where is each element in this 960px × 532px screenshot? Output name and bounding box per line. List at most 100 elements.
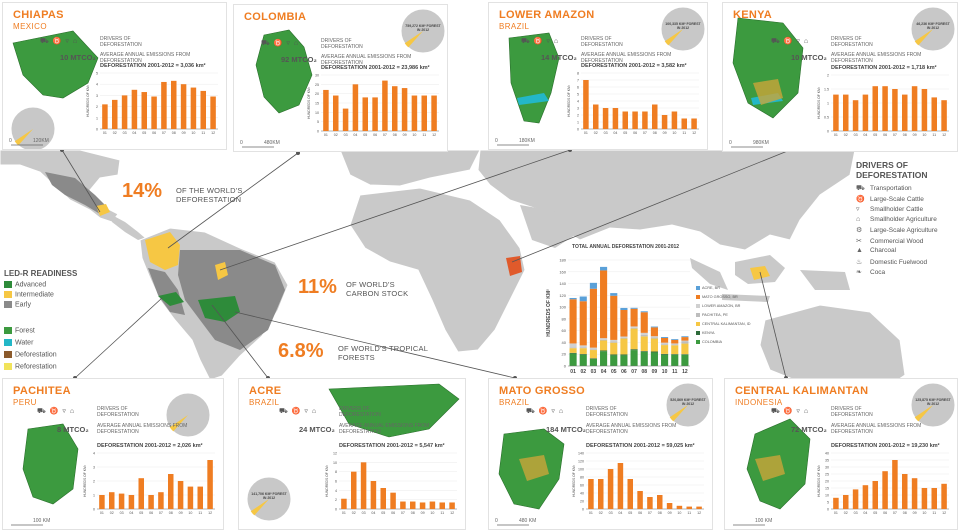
y-tick-label: 4 (577, 100, 579, 104)
bar-04 (370, 481, 377, 509)
stat-carbon-text: OF WORLD'S CARBON STOCK (346, 280, 409, 298)
y-tick-label: 10 (333, 461, 337, 465)
forest-label: Forest (15, 327, 35, 335)
driver-label: Domestic Fuelwood (870, 258, 928, 266)
driver-icons: ⛟ ♉ ▿ ⌂ (40, 38, 79, 45)
stack-06 (620, 355, 628, 366)
forest-area-label: 100,335 KM² FOREST IN 2012 (665, 22, 701, 30)
legend-label: ACRE, BR (702, 286, 720, 290)
driver-item: ❧ Coca (856, 268, 885, 276)
x-tick-label: 10 (430, 511, 434, 515)
emissions-value: 10 MTCO₂ (791, 53, 827, 62)
stack-09 (650, 326, 658, 328)
bar-06 (632, 111, 638, 129)
scale-label: 100 KM (755, 518, 773, 524)
y-tick-label: 2 (96, 105, 98, 109)
y-axis-label: HUNDREDS OF KM² (817, 464, 821, 497)
region-map (328, 383, 460, 438)
bar-01 (583, 80, 589, 129)
x-tick-label: 07 (893, 511, 897, 515)
pie-deforested-slice (914, 29, 933, 46)
bar-04 (131, 89, 138, 129)
saw-icon: ✂ (856, 237, 862, 245)
x-tick-label: 11 (201, 131, 205, 135)
y-tick-label: 80 (562, 316, 567, 321)
stack-02 (579, 347, 587, 349)
bar-03 (852, 100, 859, 131)
driver-icons: ⛟ ♉ ▿ ⌂ (279, 408, 318, 415)
bar-08 (170, 80, 177, 129)
stack-11 (671, 354, 679, 355)
bar-10 (671, 111, 678, 129)
bar-07 (158, 492, 164, 509)
scale-label: 100 KM (33, 518, 51, 524)
bar-12 (696, 506, 702, 509)
scale-start: 0 (729, 140, 732, 146)
x-tick-label: 10 (191, 131, 195, 135)
stat-deforestation-value: 14% (122, 180, 163, 202)
forest-area-label: 46,236 KM² FOREST IN 2012 (916, 22, 950, 30)
bar-11 (421, 95, 428, 131)
x-tick-label: 04 (863, 511, 867, 515)
y-tick-label: 12 (333, 452, 337, 456)
x-tick-label: 08 (903, 511, 907, 515)
x-tick-label: 02 (352, 511, 356, 515)
stack-10 (661, 337, 669, 338)
panel-pachitea: 0 1 2 3 4 01 02 03 04 05 06 07 08 09 10 11 12 HUNDREDS OF… (2, 378, 224, 530)
bar-12 (207, 460, 213, 509)
bar-06 (882, 471, 888, 509)
emissions-label: AVERAGE ANNUAL EMISSIONS FROM DEFORESTAT… (100, 52, 191, 64)
forest-area-label: 125,875 KM² FOREST IN 2012 (915, 398, 951, 406)
deforestation-label: Deforestation (15, 351, 57, 359)
deforestation-total: DEFORESTATION 2001-2012 = 5,547 km² (339, 443, 445, 449)
bar-06 (148, 495, 154, 509)
stack-01 (569, 343, 577, 348)
stack-05 (610, 295, 618, 340)
bar-01 (99, 495, 105, 509)
x-tick-label: 11 (672, 369, 678, 375)
panel-country: INDONESIA (735, 398, 783, 407)
stack-12 (681, 354, 689, 366)
total-chart-legend-item: LOWER AMAZON, BR (696, 304, 740, 308)
y-tick-label: 0 (335, 508, 337, 512)
bar-08 (901, 474, 908, 509)
x-tick-label: 08 (653, 131, 657, 135)
acre-highlight (158, 292, 184, 306)
y-tick-label: 3 (577, 107, 579, 111)
x-tick-label: 10 (188, 511, 192, 515)
bar-05 (622, 111, 629, 129)
legend-swatch (696, 313, 700, 317)
bar-12 (431, 95, 437, 131)
stack-02 (579, 354, 587, 366)
x-tick-label: 06 (883, 511, 887, 515)
stack-01 (569, 348, 577, 353)
x-tick-label: 06 (638, 511, 642, 515)
drivers-label: DRIVERS OF DEFORESTATION (100, 36, 142, 48)
forest-area-label: 141,706 KM² FOREST IN 2012 (251, 492, 287, 500)
java-landmass (722, 294, 770, 302)
x-tick-label: 03 (344, 133, 348, 137)
y-tick-label: 60 (562, 328, 567, 333)
emissions-label: AVERAGE ANNUAL EMISSIONS FROM DEFORESTAT… (831, 52, 922, 64)
europe-landmass (339, 149, 481, 187)
x-tick-label: 02 (844, 511, 848, 515)
scale-start: 0 (9, 138, 12, 144)
panel-country: BRAZIL (499, 398, 530, 407)
y-axis-label: HUNDREDS OF KM² (817, 86, 821, 119)
y-axis-label: HUNDREDS OF KM² (572, 464, 576, 497)
legend-swatch (696, 340, 700, 344)
fuelwood-icon: ♨ (856, 258, 863, 266)
bar-01 (833, 497, 839, 509)
y-tick-label: 120 (559, 293, 566, 298)
x-tick-label: 02 (110, 511, 114, 515)
y-tick-label: 1 (577, 121, 579, 125)
bar-03 (118, 493, 125, 509)
total-chart-title: TOTAL ANNUAL DEFORESTATION 2001-2012 (572, 244, 680, 250)
stack-09 (650, 336, 658, 338)
stack-02 (579, 301, 587, 346)
y-tick-label: 60 (580, 484, 584, 488)
region-map (498, 428, 565, 510)
